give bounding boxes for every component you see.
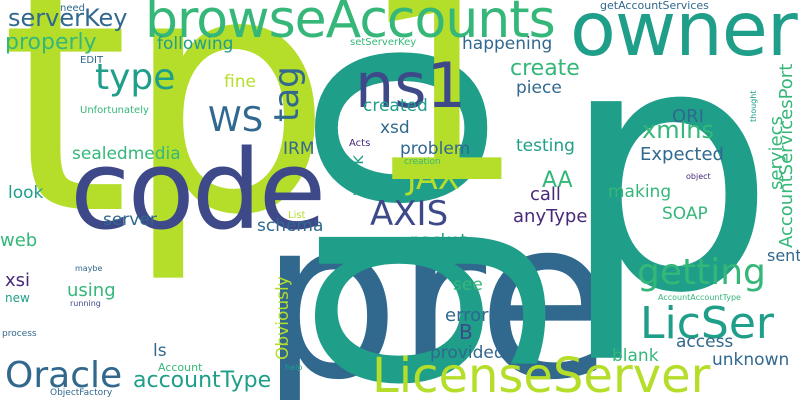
- word-making: making: [608, 182, 672, 202]
- word-acts: Acts: [349, 138, 371, 149]
- word-look: look: [8, 183, 44, 203]
- word-work: work: [348, 154, 368, 196]
- word-accountaccounttype: AccountAccountType: [658, 293, 741, 302]
- word-piece: piece: [516, 78, 562, 98]
- word-browseaccounts: browseAccounts: [145, 0, 556, 50]
- word-call: call: [530, 184, 561, 205]
- word-jax: JAX: [407, 159, 460, 197]
- word-edit: EDIT: [80, 55, 104, 66]
- word-help: help: [285, 363, 303, 372]
- word-maybe: maybe: [75, 264, 103, 273]
- word-ns1: ns1: [355, 49, 467, 122]
- word-setserverkey: setServerKey: [350, 37, 417, 48]
- word-oracle: Oracle: [5, 355, 123, 396]
- word-see: see: [453, 275, 483, 295]
- word-process: process: [2, 329, 37, 339]
- word-licser: LicSer: [640, 298, 775, 349]
- word-expected: Expected: [640, 144, 724, 165]
- word-xmlns: xmlns: [642, 116, 714, 144]
- word-schema: schema: [257, 216, 324, 236]
- word-account: Account: [158, 361, 203, 374]
- word-new: new: [5, 291, 30, 305]
- word-serverkey: serverKey: [8, 4, 128, 32]
- word-blank: blank: [612, 346, 659, 366]
- word-ls: ls: [153, 341, 167, 361]
- word-access: access: [676, 332, 734, 352]
- word-soap: SOAP: [662, 204, 708, 224]
- word-type: type: [95, 57, 176, 98]
- word-getaccountservices: getAccountServices: [600, 0, 709, 12]
- word-list: List: [288, 210, 306, 221]
- word-testing: testing: [516, 136, 575, 156]
- word-b: B: [459, 320, 473, 344]
- word-using: using: [67, 280, 116, 301]
- word-need: need: [60, 3, 85, 14]
- word-irm: IRM: [283, 139, 315, 159]
- word-code: code: [70, 126, 326, 254]
- word-thought: thought: [749, 90, 758, 122]
- word-axis: AXIS: [370, 194, 449, 234]
- word-properly: properly: [5, 30, 97, 55]
- word-licenseserver: LicenseServer: [372, 348, 711, 400]
- word-happening: happening: [462, 34, 553, 54]
- word-unfortunately: Unfortunately: [80, 105, 149, 116]
- word-error: error: [445, 305, 489, 326]
- word-aa: AA: [542, 168, 573, 193]
- word-tp: tp: [0, 0, 333, 287]
- word-create: create: [510, 56, 580, 81]
- word-provided: provided: [430, 343, 505, 363]
- word-seryiecs: seryiecs: [766, 116, 787, 190]
- word-getting: getting: [637, 252, 766, 293]
- word-1: 1: [360, 0, 526, 241]
- word-unknown: unknown: [712, 350, 790, 370]
- word-created: created: [363, 96, 428, 116]
- word-objectfactory: ObjectFactory: [50, 388, 113, 398]
- word-running: running: [70, 299, 101, 308]
- word-xsi: xsi: [5, 270, 31, 291]
- word-anytype: anyType: [513, 206, 588, 227]
- word-pre: pre: [260, 172, 613, 400]
- word-owner: owner: [570, 0, 798, 73]
- word-sent: sent: [767, 246, 800, 265]
- word-server: server: [103, 210, 157, 230]
- word-object: object: [686, 172, 711, 181]
- word-ori: ORI: [672, 106, 704, 127]
- word-packet: packet: [410, 231, 467, 251]
- word-problem: problem: [400, 139, 471, 159]
- word-ws: WS: [208, 100, 264, 140]
- word-p: p: [560, 0, 776, 368]
- word-xsd: xsd: [380, 118, 410, 138]
- word-following: following: [157, 34, 234, 54]
- word-web: web: [0, 230, 38, 251]
- word-obviously: Obviously: [273, 276, 293, 360]
- word-tag: tag: [267, 66, 307, 122]
- word-creation: creation: [404, 157, 441, 167]
- word-fine: fine: [224, 72, 256, 92]
- word-sealedmedia: sealedmedia: [72, 144, 181, 164]
- word-accounttype: accountType: [133, 368, 272, 393]
